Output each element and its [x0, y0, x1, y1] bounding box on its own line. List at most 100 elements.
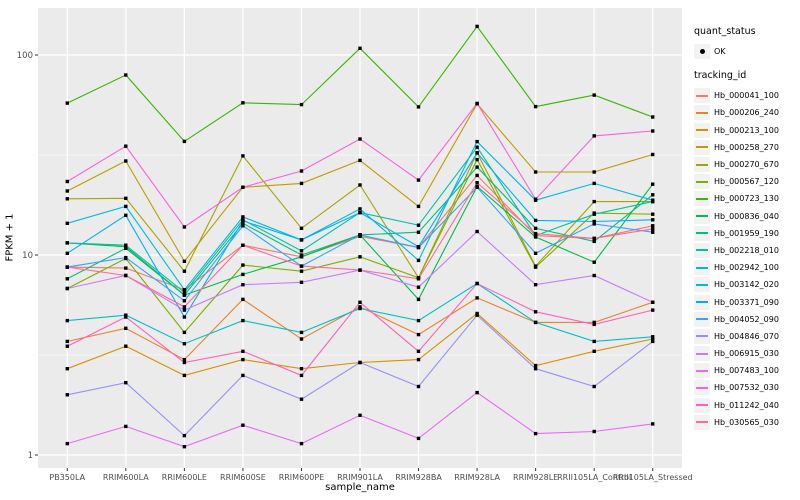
data-point [592, 273, 596, 278]
legend-line-swatch [694, 139, 710, 155]
legend-line-swatch [694, 346, 710, 362]
data-point [182, 433, 187, 438]
legend-label: Hb_000836_040 [714, 211, 779, 221]
data-point [651, 193, 655, 197]
data-point [475, 24, 479, 29]
data-point [592, 219, 596, 224]
data-point [475, 173, 479, 178]
legend-line-swatch [694, 208, 710, 224]
x-tick-label: RRII105LA_Control [557, 473, 631, 482]
legend-item-Hb_000723_130: Hb_000723_130 [694, 190, 798, 207]
data-point [592, 339, 596, 344]
data-point [299, 226, 304, 230]
data-point [416, 258, 421, 263]
data-point [241, 349, 245, 353]
data-point [651, 337, 655, 341]
data-point [65, 441, 69, 446]
y-axis-title: FPKM + 1 [4, 213, 16, 262]
data-point [299, 280, 304, 284]
data-point [299, 397, 304, 401]
data-point [299, 264, 304, 268]
legend-item-Hb_007483_100: Hb_007483_100 [694, 362, 798, 379]
data-point [124, 313, 128, 317]
legend-line-swatch [694, 397, 710, 413]
data-point [182, 357, 187, 362]
data-point [358, 413, 362, 417]
data-point [65, 221, 69, 225]
data-point [416, 297, 421, 302]
data-point [358, 183, 362, 187]
data-point [182, 225, 187, 229]
legend-line-swatch [694, 260, 710, 276]
legend-label: Hb_000206_240 [714, 108, 779, 118]
data-point [358, 137, 362, 141]
legend-item-Hb_000206_240: Hb_000206_240 [694, 104, 798, 121]
data-point [592, 170, 596, 174]
data-point [241, 423, 245, 427]
data-point [182, 139, 187, 144]
legend-line-swatch [694, 414, 710, 430]
data-point [299, 181, 304, 186]
data-point [182, 308, 187, 312]
data-point [299, 337, 304, 341]
legend-line-swatch [694, 88, 710, 104]
ok-point-icon [694, 44, 710, 60]
y-tick-label: 100 [17, 51, 33, 61]
data-point [592, 222, 596, 226]
legend-label: Hb_007483_100 [714, 366, 779, 376]
legend-item-Hb_003142_020: Hb_003142_020 [694, 276, 798, 293]
data-point [124, 73, 128, 77]
legend-line-swatch [694, 225, 710, 241]
data-point [182, 330, 187, 335]
data-point [299, 253, 304, 257]
data-point [65, 344, 69, 348]
data-point [65, 265, 69, 269]
data-point [416, 332, 421, 337]
data-point [533, 367, 538, 371]
legend-label: Hb_000041_100 [714, 91, 779, 101]
data-point [475, 313, 479, 317]
legend-label: Hb_007532_030 [714, 383, 779, 393]
y-tick-label: 10 [22, 251, 33, 261]
data-point [124, 326, 128, 330]
data-point [299, 269, 304, 273]
legend-label-ok: OK [714, 47, 726, 57]
data-point [65, 189, 69, 193]
data-point [651, 129, 655, 133]
data-point [241, 263, 245, 267]
x-tick-label: RRII105LA_Stressed [613, 473, 693, 482]
legend-item-Hb_000270_670: Hb_000270_670 [694, 156, 798, 173]
x-tick-label: RRIM600LA [103, 473, 149, 482]
data-point [475, 296, 479, 300]
data-point [124, 315, 128, 319]
data-point [299, 330, 304, 335]
data-point [241, 221, 245, 225]
data-point [416, 105, 421, 109]
data-point [358, 207, 362, 211]
legend-item-ok: OK [694, 43, 798, 60]
data-point [592, 93, 596, 97]
data-point [182, 269, 187, 273]
data-point [65, 339, 69, 344]
data-point [592, 134, 596, 138]
legend-label: Hb_000567_120 [714, 177, 779, 187]
data-point [592, 384, 596, 389]
data-point [358, 158, 362, 163]
legend-label: Hb_002218_010 [714, 245, 779, 255]
legend-line-swatch [694, 242, 710, 258]
data-point [241, 219, 245, 223]
data-point [416, 204, 421, 209]
data-point [182, 342, 187, 346]
data-point [416, 436, 421, 441]
legend-item-Hb_001959_190: Hb_001959_190 [694, 225, 798, 242]
data-point [651, 227, 655, 231]
data-point [533, 226, 538, 230]
legend-line-swatch [694, 191, 710, 207]
data-point [241, 272, 245, 277]
data-point [65, 393, 69, 397]
data-point [416, 223, 421, 227]
x-tick-label: RRIM928LE [513, 473, 558, 482]
legend-item-Hb_000567_120: Hb_000567_120 [694, 173, 798, 190]
data-point [65, 251, 69, 255]
